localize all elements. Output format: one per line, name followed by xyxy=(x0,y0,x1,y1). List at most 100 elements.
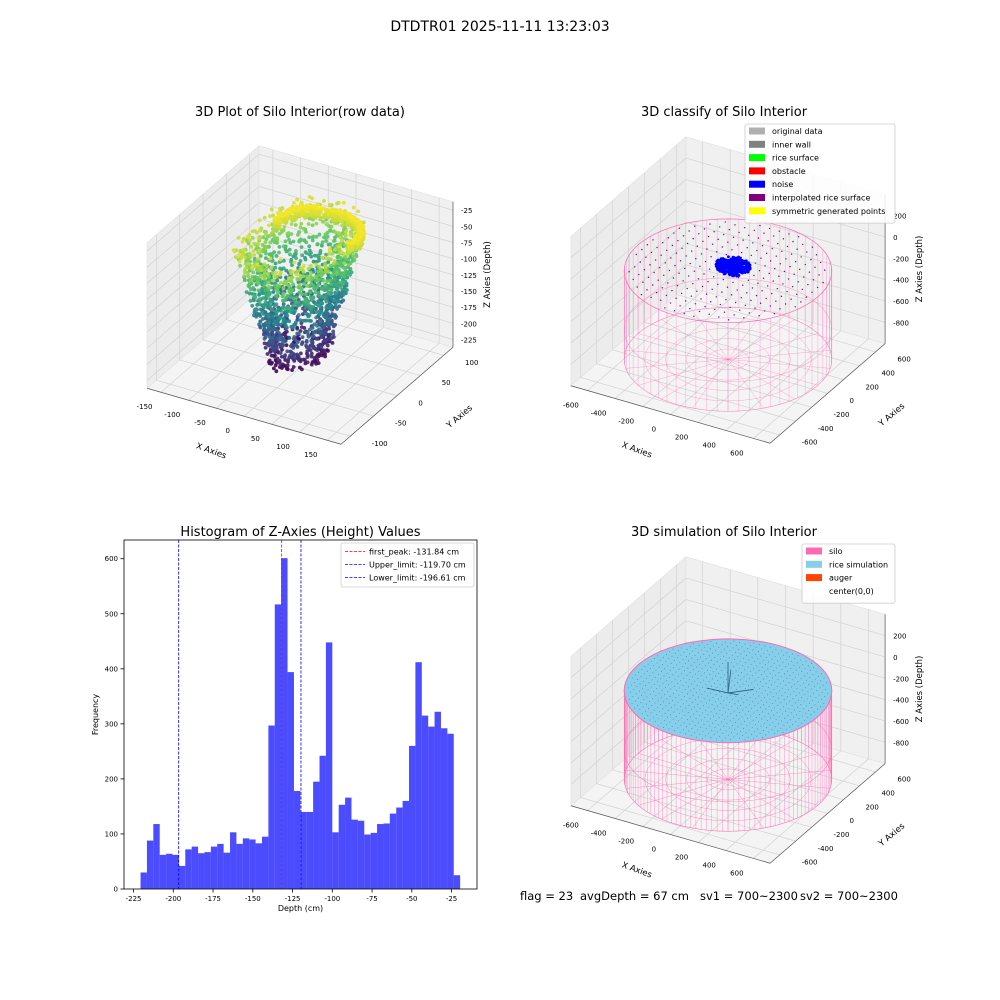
rice-dot-decor xyxy=(797,706,799,708)
rice-dot-decor xyxy=(820,706,822,707)
surface-dot-decor xyxy=(734,301,737,304)
rice-dot-decor xyxy=(704,665,706,667)
silo-floor-spoke xyxy=(727,333,818,360)
grid-line xyxy=(644,321,844,380)
surface-dot-decor xyxy=(673,232,675,234)
rice-dot-decor xyxy=(652,698,654,699)
point-decor xyxy=(299,245,304,250)
x-tick-label: -200 xyxy=(165,895,181,903)
point-decor xyxy=(262,215,267,220)
surface-dot-decor xyxy=(783,270,786,273)
point-decor xyxy=(295,232,300,237)
point-decor xyxy=(347,269,352,274)
point-decor xyxy=(339,250,344,255)
rice-dot-decor xyxy=(764,690,766,691)
surface-dot-decor xyxy=(660,299,662,301)
point-decor xyxy=(264,232,268,237)
point-decor xyxy=(283,279,288,284)
surface-dot-decor xyxy=(794,261,797,263)
surface-dot-decor xyxy=(769,305,771,307)
rice-dot-decor xyxy=(782,732,784,733)
rice-dot-decor xyxy=(710,692,711,694)
rice-dot-decor xyxy=(662,656,664,658)
surface-dot-decor xyxy=(661,287,663,289)
rice-dot-decor xyxy=(740,697,742,699)
point-decor xyxy=(361,220,366,225)
rice-dot-decor xyxy=(777,730,779,732)
y-tick-label: 400 xyxy=(881,790,894,798)
rice-dot-decor xyxy=(803,675,805,677)
surface-dot-decor xyxy=(708,313,710,315)
point-decor xyxy=(233,255,238,260)
rice-dot-decor xyxy=(770,717,772,719)
rice-dot-decor xyxy=(793,716,794,718)
rice-dot-decor xyxy=(746,673,748,675)
point-decor xyxy=(272,216,277,220)
rice-dot-decor xyxy=(724,693,726,695)
surface-dot-decor xyxy=(790,298,792,300)
surface-dot-decor xyxy=(698,233,700,235)
surface-dot-decor xyxy=(776,288,779,290)
rice-dot-decor xyxy=(778,671,780,673)
point-decor xyxy=(328,229,333,233)
rice-dot-decor xyxy=(647,689,649,691)
rice-dot-decor xyxy=(667,710,669,711)
rice-dot-decor xyxy=(780,650,782,652)
rice-dot-decor xyxy=(686,674,688,676)
rice-dot-decor xyxy=(753,661,755,662)
point-decor xyxy=(294,343,298,348)
noise-decor xyxy=(721,265,725,268)
bar xyxy=(191,846,199,889)
grid-line xyxy=(644,741,844,800)
rice-dot-decor xyxy=(686,700,688,702)
rice-dot-decor xyxy=(699,708,701,710)
point-decor xyxy=(302,281,307,286)
rice-dot-decor xyxy=(792,653,793,655)
point-decor xyxy=(341,298,346,303)
rice-dot-decor xyxy=(744,669,746,671)
point-decor xyxy=(278,361,283,366)
rice-dot-decor xyxy=(731,706,733,708)
rice-dot-decor xyxy=(661,689,663,691)
point-decor xyxy=(322,295,327,299)
point-decor xyxy=(313,301,318,306)
rice-dot-decor xyxy=(672,648,674,650)
rice-dot-decor xyxy=(761,692,763,694)
surface-dot-decor xyxy=(694,303,697,305)
legend-label: center(0,0) xyxy=(829,587,874,596)
x-tick-label: 100 xyxy=(276,443,289,451)
point-decor xyxy=(292,335,297,339)
surface-dot-decor xyxy=(640,293,643,296)
bar xyxy=(440,728,448,889)
bar xyxy=(402,800,410,889)
rice-dot-decor xyxy=(700,649,702,651)
point-decor xyxy=(327,251,332,256)
bar xyxy=(428,726,435,889)
rice-dot-decor xyxy=(787,715,789,716)
point-decor xyxy=(244,259,248,263)
surface-dot-decor xyxy=(784,303,787,305)
point-decor xyxy=(323,314,328,319)
surface-dot-decor xyxy=(732,281,734,284)
silo-floor-spoke xyxy=(661,359,729,400)
point-decor xyxy=(291,365,296,369)
legend-swatch xyxy=(806,574,822,582)
point-decor xyxy=(257,237,261,241)
surface-dot-decor xyxy=(666,249,668,252)
point-decor xyxy=(244,290,249,295)
rice-dot-decor xyxy=(660,722,662,724)
rice-dot-decor xyxy=(712,671,714,673)
point-decor xyxy=(278,206,283,211)
point-decor xyxy=(274,270,279,275)
rice-dot-decor xyxy=(755,646,757,648)
point-decor xyxy=(278,308,283,313)
point-decor xyxy=(345,239,350,244)
surface-dot-decor xyxy=(761,290,763,292)
rice-dot-decor xyxy=(784,717,786,719)
rice-dot-decor xyxy=(787,670,789,672)
point-decor xyxy=(326,270,331,274)
point-decor xyxy=(272,326,277,331)
silo-floor-spoke xyxy=(727,359,795,400)
point-decor xyxy=(281,340,285,345)
point-decor xyxy=(237,253,241,258)
